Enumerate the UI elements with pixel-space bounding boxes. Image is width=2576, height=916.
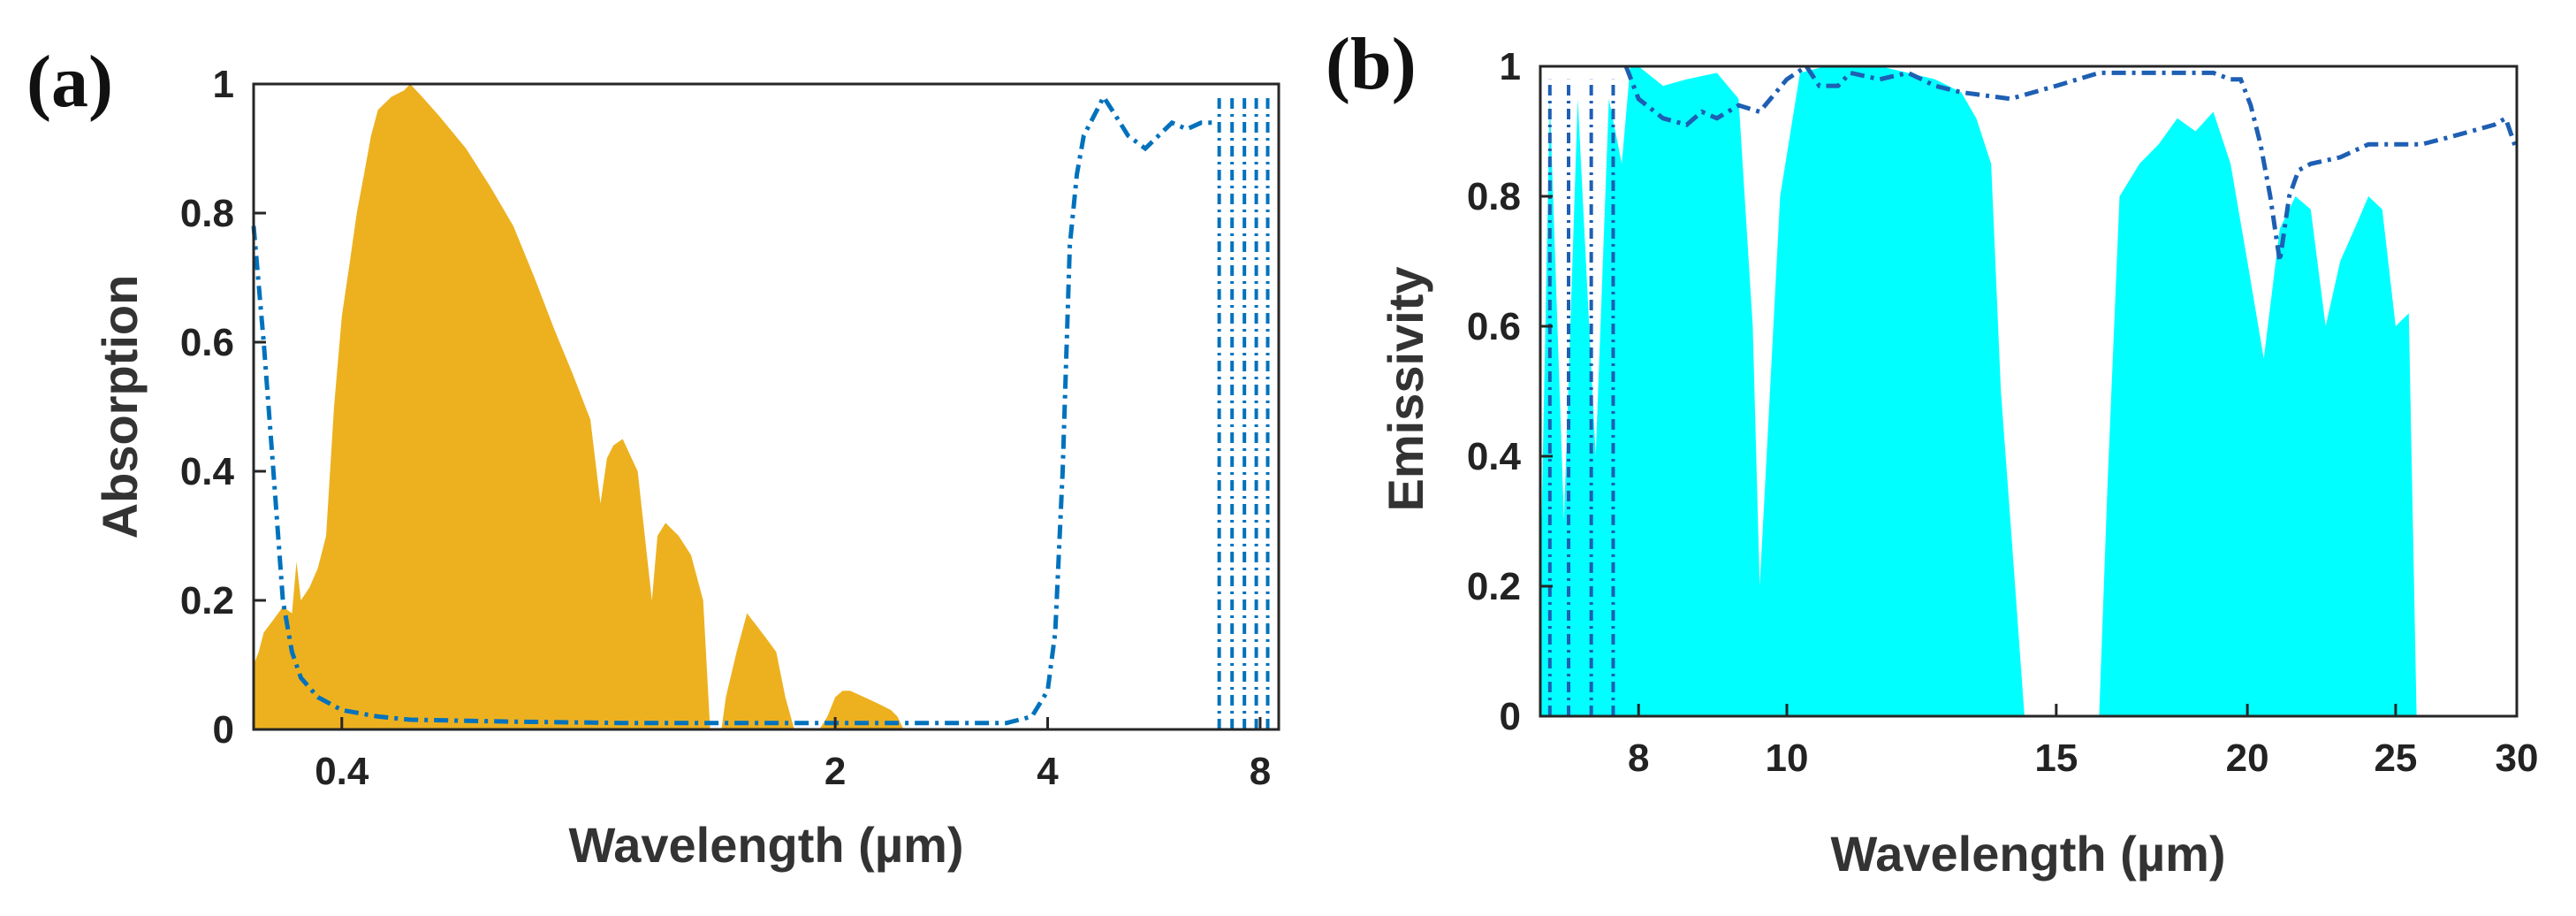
a-y-tick-label: 0.4 xyxy=(180,450,235,493)
b-y-tick-label: 0.4 xyxy=(1467,435,1522,478)
b-x-tick-label: 8 xyxy=(1628,737,1649,780)
panel-a-y-ticks: 0 0.2 0.4 0.6 0.8 1 xyxy=(180,63,266,752)
a-series-spectrum-area xyxy=(254,84,904,729)
b-y-tick-label: 0.6 xyxy=(1467,305,1521,348)
panel-b-x-axis-label: Wavelength (µm) xyxy=(1830,826,2225,882)
panel-b: (b) 0 0.2 0.4 0.6 0.8 1 8 10 15 20 25 30 Wavelengt… xyxy=(1326,23,2538,882)
panel-b-plot-area xyxy=(1540,63,2519,716)
b-x-tick-label: 30 xyxy=(2496,737,2539,780)
b-y-tick-label: 0 xyxy=(1500,695,1521,738)
a-y-tick-label: 0.8 xyxy=(180,192,234,235)
panel-a-x-axis-label: Wavelength (µm) xyxy=(568,817,963,873)
a-y-tick-label: 0.2 xyxy=(180,579,234,622)
b-y-tick-label: 0.2 xyxy=(1467,565,1521,608)
a-x-tick-label: 4 xyxy=(1037,750,1059,793)
panel-a: (a) 0 0.2 0.4 0.6 0.8 1 0.4 2 4 8 Wavelength (µm… xyxy=(27,41,1280,873)
a-y-tick-label: 1 xyxy=(213,63,234,106)
a-x-tick-label: 8 xyxy=(1250,750,1271,793)
panel-a-y-axis-label: Absorption xyxy=(92,275,148,539)
a-x-tick-label: 0.4 xyxy=(315,750,369,793)
panel-a-label: (a) xyxy=(27,41,113,123)
a-y-tick-label: 0.6 xyxy=(180,321,234,364)
panel-b-axes-frame xyxy=(1539,65,2519,718)
panel-b-label: (b) xyxy=(1326,23,1417,105)
b-x-tick-label: 10 xyxy=(1766,737,1809,780)
b-y-tick-label: 0.8 xyxy=(1467,175,1521,218)
panel-a-x-ticks: 0.4 2 4 8 xyxy=(315,717,1271,793)
b-x-tick-label: 20 xyxy=(2226,737,2269,780)
b-x-tick-label: 25 xyxy=(2374,737,2417,780)
a-series-curve xyxy=(251,92,1215,726)
b-series-spectrum-area xyxy=(1540,66,2417,716)
panel-b-x-ticks: 8 10 15 20 25 30 xyxy=(1628,704,2539,780)
panel-b-y-ticks: 0 0.2 0.4 0.6 0.8 1 xyxy=(1467,45,1553,738)
b-y-tick-label: 1 xyxy=(1500,45,1521,88)
panel-a-plot-area xyxy=(251,84,1270,729)
b-series-curve xyxy=(1623,63,2519,262)
b-x-tick-label: 15 xyxy=(2034,737,2078,780)
panel-b-y-axis-label: Emissivity xyxy=(1378,266,1433,511)
a-y-tick-label: 0 xyxy=(213,708,234,752)
a-x-tick-label: 2 xyxy=(824,750,846,793)
panel-a-axes-frame xyxy=(252,82,1280,731)
